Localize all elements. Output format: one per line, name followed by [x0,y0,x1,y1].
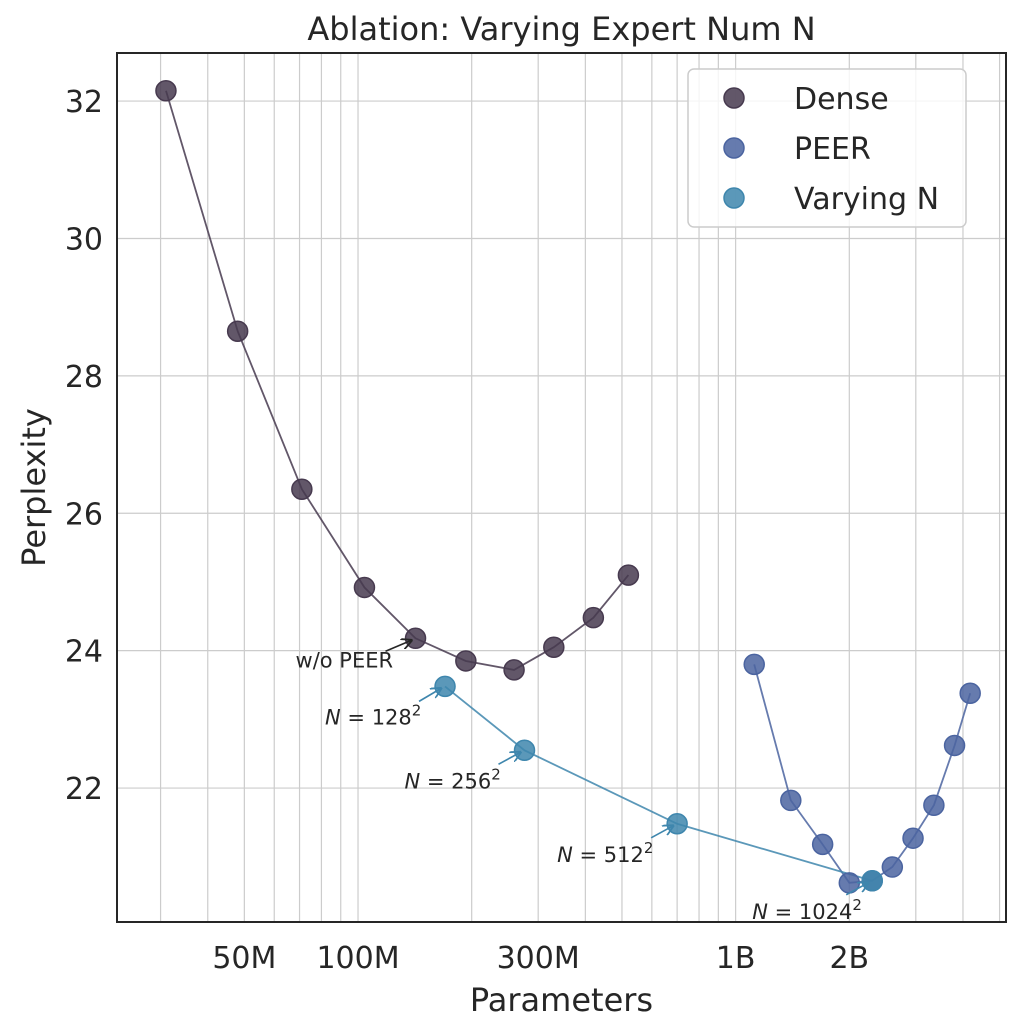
data-point-dense [503,659,525,681]
y-tick-label: 24 [65,635,103,670]
data-point-peer [743,653,765,676]
data-point-dense [226,320,249,342]
legend-marker-peer [723,137,745,159]
tick-labels: 50M 100M 300M 1B 2B 22 24 26 28 30 32 [65,85,869,976]
data-point-varying-n [861,870,883,892]
data-point-dense [291,478,313,500]
x-tick-label: 50M [212,941,276,976]
grid [117,53,1006,922]
data-point-dense [353,576,376,599]
x-tick-label: 100M [316,941,399,976]
data-point-peer [780,789,802,812]
x-tick-label: 300M [497,941,580,976]
y-tick-label: 32 [65,85,103,120]
annotation-label: N = 2562 [405,765,501,793]
y-tick-label: 30 [65,222,103,257]
annotation-label: N = 1282 [325,701,421,729]
data-point-peer [923,794,945,816]
data-point-dense [155,80,177,102]
series-lines [165,90,972,884]
data-point-varying-n [513,739,536,762]
data-point-peer [881,856,904,878]
plot-area-frame [116,52,1007,923]
annotation-arrow [385,640,412,653]
legend-label-peer: PEER [794,132,871,167]
y-tick-label: 22 [65,772,103,807]
legend-marker-varying-n [723,187,745,209]
legend: Dense PEER Varying N [687,68,967,228]
data-point-peer [959,682,981,704]
data-point-varying-n [434,675,456,698]
y-tick-label: 28 [65,360,103,395]
y-axis-label: Perplexity [15,408,53,567]
annotation-label: w/o PEER [296,648,394,672]
legend-marker-dense [723,87,745,109]
annotation-label: N = 5122 [557,839,653,867]
data-point-dense [582,606,605,629]
legend-label-varying-n: Varying N [794,182,939,217]
annotation-arrow [498,752,521,765]
data-point-dense [543,636,565,658]
data-point-dense [455,650,477,672]
x-tick-label: 1B [716,941,756,976]
legend-label-dense: Dense [794,82,889,117]
data-point-varying-n [666,813,688,835]
x-tick-label: 2B [829,941,869,976]
x-axis-label: Parameters [470,981,653,1019]
series-line-peer [753,664,972,884]
data-point-dense [617,564,640,586]
annotation-label: N = 10242 [752,896,862,924]
annotation-arrow [845,883,868,896]
data-point-peer [943,734,966,757]
data-point-peer [902,827,924,849]
series-line-dense [165,90,630,671]
annotation-arrow [650,826,673,839]
data-points [155,80,981,894]
series-line-varying-n [444,685,873,882]
data-point-peer [811,833,834,856]
annotation-arrow [418,688,441,703]
legend-box [687,68,967,228]
annotations: w/o PEER N = 1282 N = 2562 N = 5122 N = 1024… [296,640,869,924]
data-point-dense [404,627,427,650]
chart-title: Ablation: Varying Expert Num N [307,10,815,48]
y-tick-label: 26 [65,497,103,532]
